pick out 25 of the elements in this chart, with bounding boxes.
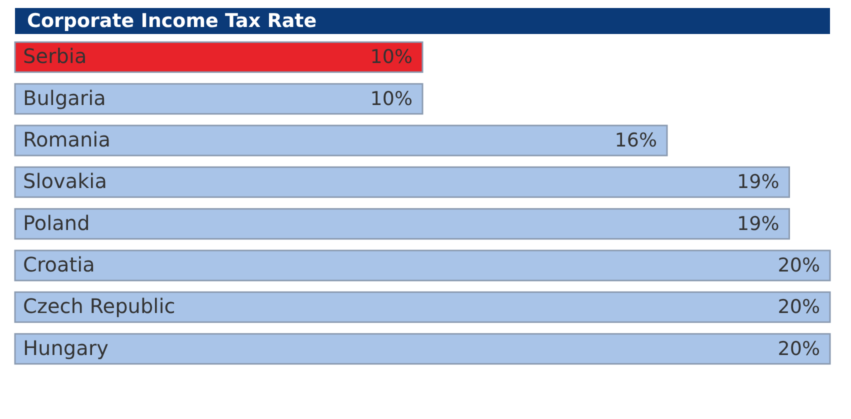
y-tick-label: Czech Republic xyxy=(23,294,176,318)
data-label: 19% xyxy=(737,212,780,235)
y-tick-label: Slovakia xyxy=(23,169,107,194)
bar xyxy=(14,41,424,73)
bar xyxy=(14,83,424,115)
bar xyxy=(14,291,831,323)
y-tick-label: Serbia xyxy=(23,44,87,68)
bar xyxy=(14,124,668,156)
data-label: 20% xyxy=(778,296,820,318)
bar xyxy=(14,333,831,365)
y-tick-label: Romania xyxy=(23,128,110,152)
y-tick-label: Hungary xyxy=(23,336,109,360)
y-tick-label: Croatia xyxy=(23,252,95,276)
bar xyxy=(14,208,790,240)
data-label: 10% xyxy=(370,88,412,110)
data-label: 20% xyxy=(778,338,820,360)
y-tick-label: Poland xyxy=(23,210,90,235)
chart-title: Corporate Income Tax Rate xyxy=(27,10,317,32)
bar xyxy=(14,166,790,198)
bar xyxy=(14,250,831,282)
y-tick-label: Bulgaria xyxy=(23,86,106,110)
data-label: 16% xyxy=(614,130,657,152)
data-label: 19% xyxy=(737,171,780,194)
data-label: 20% xyxy=(778,254,820,276)
data-label: 10% xyxy=(370,46,412,68)
